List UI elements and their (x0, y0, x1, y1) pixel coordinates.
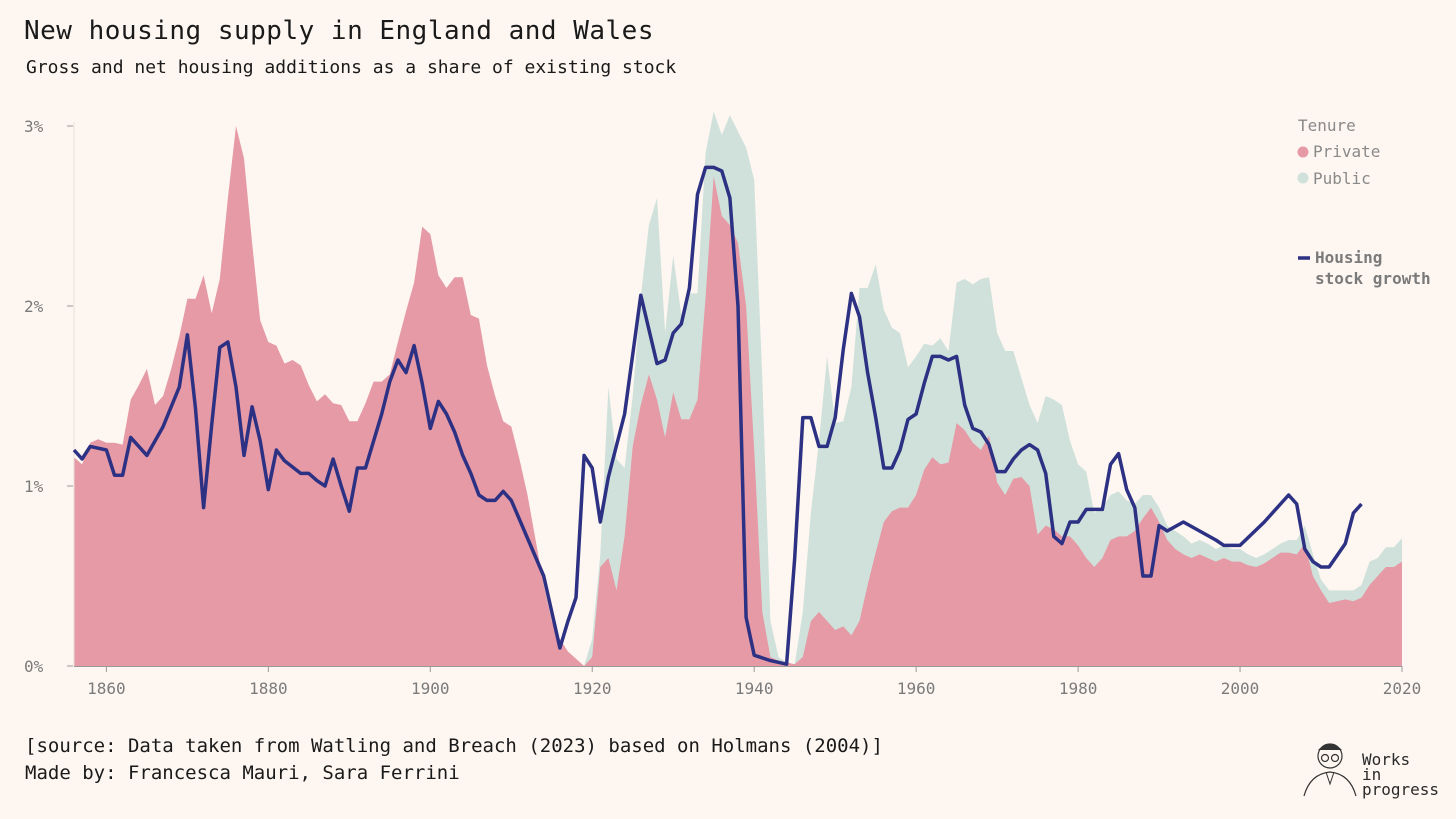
x-tick-label: 1980 (1059, 679, 1098, 698)
legend-label-line-2: stock growth (1315, 269, 1431, 288)
legend-swatch-public (1297, 172, 1309, 184)
logo-line-2: in (1362, 765, 1382, 784)
x-tick-label: 1940 (735, 679, 774, 698)
chart-title: New housing supply in England and Wales (24, 16, 654, 46)
y-tick-label: 3% (24, 117, 44, 136)
logo-text: Works in progress (1362, 750, 1440, 799)
chart-subtitle: Gross and net housing additions as a sha… (26, 57, 677, 78)
credit-note: Made by: Francesca Mauri, Sara Ferrini (25, 762, 460, 784)
legend-title: Tenure (1298, 116, 1356, 135)
x-tick-label: 2020 (1383, 679, 1422, 698)
housing-stock-growth-line (72, 165, 1363, 666)
chart-axes: 0% 1% 2% 3% 1860 1880 1900 1920 1940 1960 1980 2000… (24, 117, 1421, 698)
y-tick-label: 2% (24, 297, 44, 316)
logo-line-3: progress (1362, 780, 1440, 799)
legend-swatch-private (1297, 146, 1309, 158)
public-area (584, 111, 1402, 667)
logo-line-1: Works (1362, 750, 1411, 769)
x-tick-label: 1920 (573, 679, 612, 698)
legend-label-public: Public (1313, 169, 1371, 188)
x-tick-label: 1880 (249, 679, 288, 698)
source-note: [source: Data taken from Watling and Bre… (25, 735, 883, 757)
works-in-progress-logo: Works in progress (1300, 738, 1440, 800)
portrait-icon (1303, 743, 1357, 797)
legend-label-line-1: Housing (1315, 248, 1382, 267)
y-tick-label: 1% (24, 477, 44, 496)
x-tick-label: 2000 (1221, 679, 1260, 698)
legend: Tenure Private Public Housing stock grow… (1297, 116, 1431, 288)
x-tick-label: 1960 (897, 679, 936, 698)
chart-lines (72, 165, 1363, 666)
chart-areas (74, 111, 1402, 667)
x-tick-label: 1860 (87, 679, 126, 698)
y-tick-label: 0% (24, 657, 44, 676)
footer: [source: Data taken from Watling and Bre… (25, 733, 883, 787)
x-tick-label: 1900 (411, 679, 450, 698)
legend-label-private: Private (1313, 142, 1380, 161)
private-area (74, 126, 1402, 666)
